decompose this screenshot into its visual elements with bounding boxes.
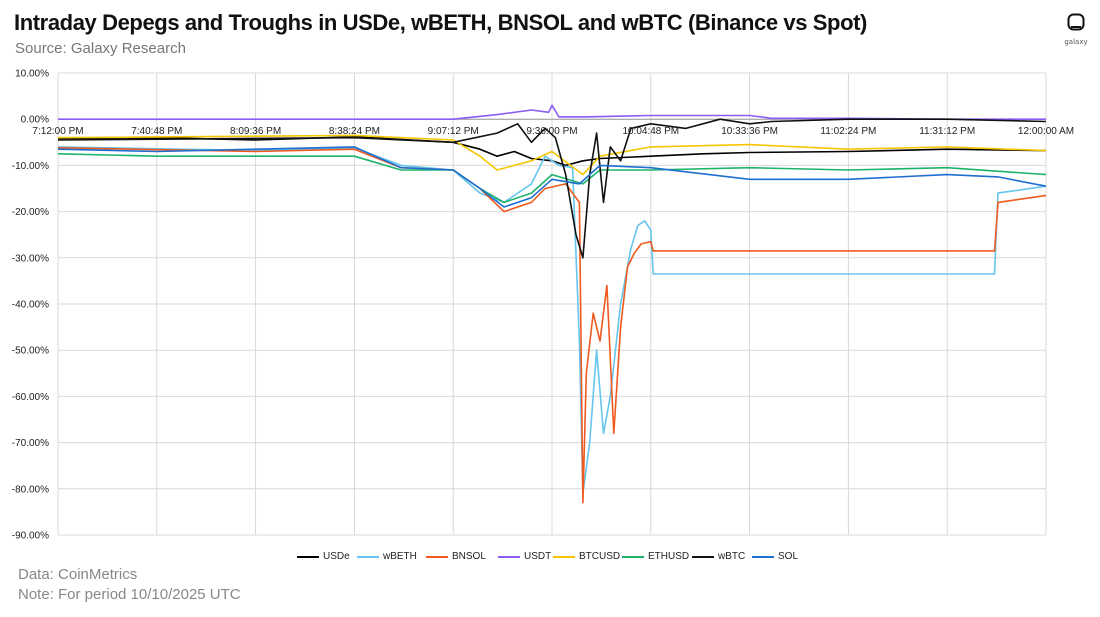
legend-swatch [692, 555, 714, 558]
y-tick-label: -80.00% [12, 484, 49, 495]
chart-source: Source: Galaxy Research [15, 40, 186, 57]
legend-label: wBETH [383, 551, 417, 562]
series-line-sol [57, 146, 1047, 208]
series-line-wbeth [57, 146, 1047, 495]
legend-label: USDe [323, 551, 350, 562]
y-tick-label: 10.00% [15, 69, 49, 80]
x-tick-label: 7:12:00 PM [32, 126, 83, 137]
legend-item-wbeth: wBETH [357, 551, 417, 562]
legend-label: BNSOL [452, 551, 486, 562]
y-tick-label: -30.00% [12, 253, 49, 264]
legend-label: ETHUSD [648, 551, 690, 562]
x-tick-label: 7:40:48 PM [131, 126, 182, 137]
y-tick-label: -70.00% [12, 438, 49, 449]
chart-legend: USDe wBETH BNSOL USDT BTCUSD ETHUSD wBTC SOL [0, 551, 1100, 565]
legend-item-sol: SOL [752, 551, 798, 562]
y-tick-label: -50.00% [12, 346, 49, 357]
legend-swatch [357, 555, 379, 558]
legend-swatch [498, 555, 520, 558]
series-line-usde [57, 136, 1047, 167]
legend-item-wbtc: wBTC [692, 551, 745, 562]
x-tick-label: 9:36:00 PM [526, 126, 577, 137]
legend-label: wBTC [718, 551, 746, 562]
galaxy-logo-icon [1067, 13, 1085, 31]
x-tick-label: 11:02:24 PM [820, 126, 876, 137]
legend-item-btcusd: BTCUSD [553, 551, 620, 562]
legend-item-usde: USDe [297, 551, 350, 562]
chart-title: Intraday Depegs and Troughs in USDe, wBE… [14, 10, 867, 35]
x-tick-label: 10:04:48 PM [622, 126, 679, 137]
y-tick-label: -90.00% [12, 531, 49, 542]
x-tick-label: 8:38:24 PM [329, 126, 380, 137]
y-tick-label: -60.00% [12, 392, 49, 403]
galaxy-logo: galaxy [1063, 12, 1089, 46]
x-tick-label: 8:09:36 PM [230, 126, 281, 137]
y-tick-label: 0.00% [21, 115, 49, 126]
legend-swatch [622, 555, 644, 558]
legend-label: BTCUSD [579, 551, 621, 562]
period-note: Note: For period 10/10/2025 UTC [18, 586, 241, 603]
series-line-btcusd [57, 134, 1047, 176]
x-tick-label: 11:31:12 PM [919, 126, 975, 137]
y-tick-label: -40.00% [12, 300, 49, 311]
chart-series [57, 104, 1047, 504]
x-axis-labels: 7:12:00 PM 7:40:48 PM 8:09:36 PM 8:38:24 PM… [32, 126, 1074, 137]
legend-item-ethusd: ETHUSD [622, 551, 689, 562]
legend-swatch [426, 555, 448, 558]
data-source-note: Data: CoinMetrics [18, 566, 138, 583]
legend-swatch [297, 555, 319, 558]
x-tick-label: 12:00:00 AM [1018, 126, 1074, 137]
galaxy-wordmark: galaxy [1064, 38, 1088, 46]
legend-swatch [752, 555, 774, 558]
legend-item-bnsol: BNSOL [426, 551, 486, 562]
series-line-wbtc [57, 118, 1047, 259]
series-line-usdt [58, 104, 1046, 120]
y-tick-label: -20.00% [12, 207, 49, 218]
legend-swatch [553, 555, 575, 558]
x-tick-label: 10:33:36 PM [721, 126, 778, 137]
series-line-ethusd [57, 153, 1047, 204]
chart-grid [57, 72, 1047, 536]
x-tick-label: 9:07:12 PM [428, 126, 479, 137]
y-axis-labels: 10.00% 0.00% -10.00% -20.00% -30.00% -40.00% -… [12, 69, 49, 542]
y-tick-label: -10.00% [12, 161, 49, 172]
legend-label: USDT [524, 551, 552, 562]
legend-label: SOL [778, 551, 799, 562]
legend-item-usdt: USDT [498, 551, 551, 562]
